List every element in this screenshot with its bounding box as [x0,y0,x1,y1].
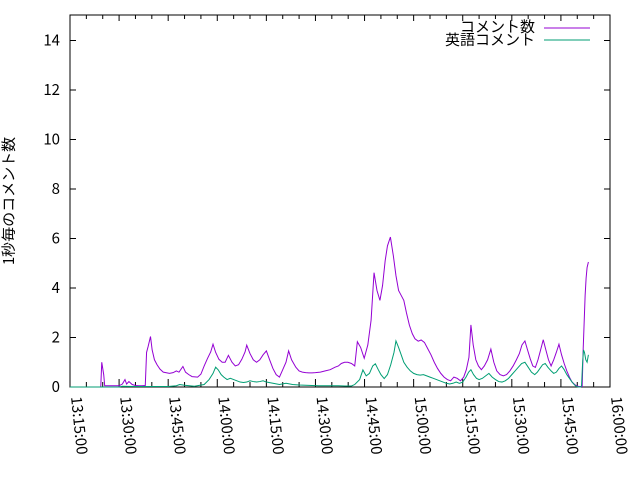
svg-text:8: 8 [52,178,60,199]
svg-text:12: 12 [43,79,60,100]
svg-text:0: 0 [52,376,60,397]
svg-text:英語コメント: 英語コメント [445,29,535,50]
svg-text:1秒毎のコメント数: 1秒毎のコメント数 [0,137,19,265]
svg-text:14: 14 [43,30,60,51]
svg-text:4: 4 [52,277,60,298]
svg-text:6: 6 [52,228,60,249]
svg-text:2: 2 [52,327,60,348]
svg-text:10: 10 [43,129,60,150]
